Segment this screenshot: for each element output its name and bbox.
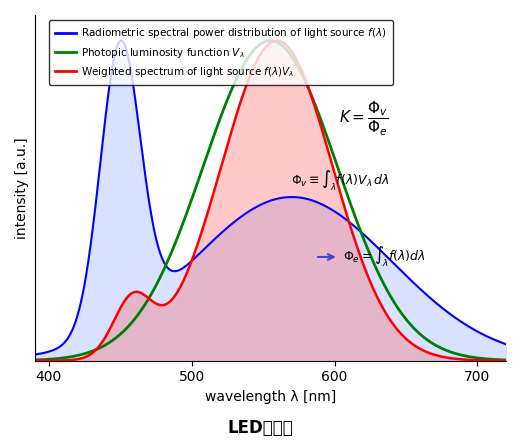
Text: $\Phi_e = \int_\lambda f(\lambda)d\lambda$: $\Phi_e = \int_\lambda f(\lambda)d\lambd…: [343, 245, 426, 269]
Photopic luminosity function $V_\lambda$: [235, 71, 242, 77]
Radiometric spectral power distribution of light source $f(\lambda)$: [118, 38, 125, 43]
Radiometric spectral power distribution of light source $f(\lambda)$: [236, 216, 242, 221]
Radiometric spectral power distribution of light source $f(\lambda)$: [31, 352, 38, 357]
Radiometric spectral power distribution of light source $f(\lambda)$: [449, 313, 455, 318]
Line: Photopic luminosity function $V_\lambda$: Photopic luminosity function $V_\lambda$: [34, 41, 513, 360]
Weighted spectrum of light source $f(\lambda)V_\lambda$: [449, 356, 455, 361]
Text: $\Phi_v \equiv \int_\lambda f(\lambda)V_\lambda\,d\lambda$: $\Phi_v \equiv \int_\lambda f(\lambda)V_…: [291, 168, 390, 193]
Photopic luminosity function $V_\lambda$: [501, 357, 507, 363]
Photopic luminosity function $V_\lambda$: [31, 357, 38, 363]
Radiometric spectral power distribution of light source $f(\lambda)$: [501, 341, 507, 346]
Text: $K=\dfrac{\Phi_v}{\Phi_e}$: $K=\dfrac{\Phi_v}{\Phi_e}$: [339, 100, 389, 138]
Photopic luminosity function $V_\lambda$: [449, 350, 455, 355]
Photopic luminosity function $V_\lambda$: [86, 350, 92, 355]
Weighted spectrum of light source $f(\lambda)V_\lambda$: [115, 311, 121, 316]
Radiometric spectral power distribution of light source $f(\lambda)$: [86, 253, 92, 258]
X-axis label: wavelength λ [nm]: wavelength λ [nm]: [205, 390, 336, 404]
Weighted spectrum of light source $f(\lambda)V_\lambda$: [274, 38, 280, 43]
Radiometric spectral power distribution of light source $f(\lambda)$: [510, 344, 516, 349]
Weighted spectrum of light source $f(\lambda)V_\lambda$: [510, 358, 516, 363]
Line: Radiometric spectral power distribution of light source $f(\lambda)$: Radiometric spectral power distribution …: [34, 41, 513, 355]
Photopic luminosity function $V_\lambda$: [115, 334, 121, 339]
Photopic luminosity function $V_\lambda$: [267, 38, 274, 43]
Text: LED的定义: LED的定义: [228, 419, 293, 437]
Photopic luminosity function $V_\lambda$: [510, 358, 516, 363]
Radiometric spectral power distribution of light source $f(\lambda)$: [115, 43, 121, 48]
Y-axis label: intensity [a.u.]: intensity [a.u.]: [15, 137, 29, 239]
Weighted spectrum of light source $f(\lambda)V_\lambda$: [215, 175, 221, 180]
Legend: Radiometric spectral power distribution of light source $f(\lambda)$, Photopic l: Radiometric spectral power distribution …: [49, 20, 393, 85]
Weighted spectrum of light source $f(\lambda)V_\lambda$: [501, 358, 507, 363]
Weighted spectrum of light source $f(\lambda)V_\lambda$: [235, 105, 242, 110]
Weighted spectrum of light source $f(\lambda)V_\lambda$: [31, 358, 38, 363]
Photopic luminosity function $V_\lambda$: [215, 121, 221, 127]
Weighted spectrum of light source $f(\lambda)V_\lambda$: [86, 352, 92, 358]
Radiometric spectral power distribution of light source $f(\lambda)$: [215, 233, 221, 239]
Line: Weighted spectrum of light source $f(\lambda)V_\lambda$: Weighted spectrum of light source $f(\la…: [34, 41, 513, 361]
